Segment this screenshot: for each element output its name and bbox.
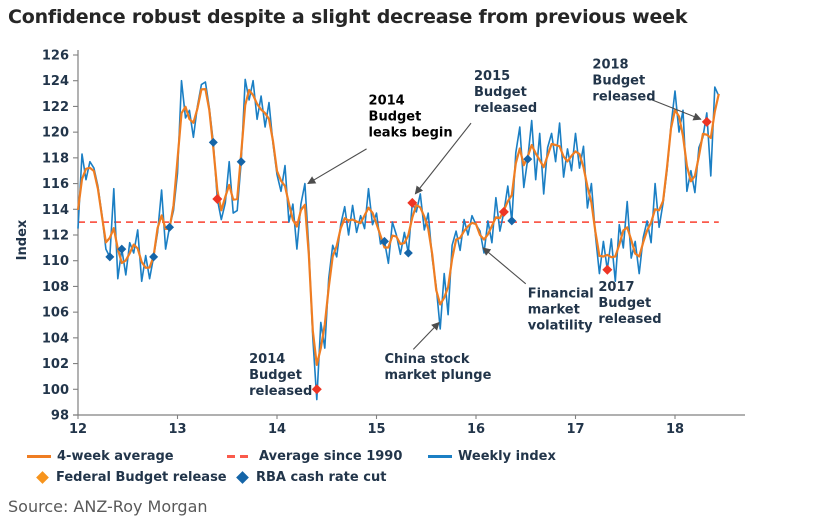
diamond-blue-swatch-icon [236,471,249,484]
x-tick-label: 16 [467,422,485,437]
annotation-text: Financial market volatility [528,286,594,333]
y-tick-label: 112 [42,229,69,244]
y-tick-label: 116 [42,177,69,192]
annotation-text: China stock market plunge [384,352,491,383]
line-orange-swatch-icon [27,455,51,458]
x-tick-label: 17 [566,422,584,437]
legend-item-weekly-index: Weekly index [428,449,556,464]
legend-label: Weekly index [458,449,556,464]
annotation-arrow [414,122,472,195]
legend-row-lines: 4-week average Average since 1990 Weekly i… [0,449,822,469]
annotation-text: 2015 Budget released [474,69,537,116]
legend-label: RBA cash rate cut [256,470,387,485]
source-text: Source: ANZ-Roy Morgan [8,497,208,516]
federal-budget-release-marker [602,264,613,275]
annotation-text: 2018 Budget released [592,58,655,105]
rba-cash-rate-cut-marker [105,252,115,262]
legend-item-average-since-1990: Average since 1990 [227,449,402,464]
y-tick-label: 102 [42,357,69,372]
legend-item-rba-cash-rate-cut: RBA cash rate cut [236,470,386,485]
four-week-average-line [76,88,720,366]
legend-row-markers: Federal Budget release RBA cash rate cut [0,470,822,490]
y-tick-label: 106 [42,306,69,321]
x-tick-label: 15 [367,422,385,437]
y-tick-label: 100 [42,383,69,398]
annotation-arrow [412,321,440,350]
rba-cash-rate-cut-marker [165,222,175,232]
y-tick-label: 124 [42,74,69,89]
y-tick-label: 110 [42,254,69,269]
rba-cash-rate-cut-marker [379,236,389,246]
rba-cash-rate-cut-marker [149,252,159,262]
federal-budget-release-marker [498,206,509,217]
y-tick-label: 98 [51,409,69,424]
federal-budget-release-marker [701,116,712,127]
dash-red-swatch-icon [227,455,253,458]
legend-label: Average since 1990 [259,449,403,464]
y-tick-label: 108 [42,280,69,295]
annotation-text: 2017 Budget released [598,280,661,327]
annotation-text: 2014 Budget released [249,352,312,399]
y-tick-label: 118 [42,151,69,166]
annotation-arrow [307,148,367,185]
rba-cash-rate-cut-marker [236,157,246,167]
diamond-orange-swatch-icon [36,471,49,484]
x-tick-label: 14 [268,422,286,437]
legend-label: Federal Budget release [56,470,227,485]
weekly-index-line [77,78,720,401]
rba-cash-rate-cut-marker [117,244,127,254]
y-tick-label: 104 [42,331,69,346]
x-tick-label: 12 [69,422,87,437]
annotation-arrow [482,247,527,285]
x-tick-label: 18 [666,422,684,437]
legend-item-4-week-average: 4-week average [27,449,174,464]
legend-item-federal-budget-release: Federal Budget release [36,470,227,485]
y-tick-label: 122 [42,100,69,115]
annotation-arrow [648,98,702,121]
federal-budget-release-marker [212,194,223,204]
annotation-text: 2014 Budget leaks begin [369,94,453,141]
y-tick-label: 114 [42,203,69,218]
y-tick-label: 120 [42,126,69,141]
rba-cash-rate-cut-marker [507,216,517,226]
rba-cash-rate-cut-marker [403,248,413,258]
rba-cash-rate-cut-marker [208,137,218,147]
federal-budget-release-marker [407,197,418,208]
y-axis-title: Index [15,219,30,260]
federal-budget-release-marker [311,384,322,395]
rba-cash-rate-cut-marker [523,154,533,164]
page-title: Confidence robust despite a slight decre… [8,6,688,28]
x-tick-label: 13 [168,422,186,437]
legend-label: 4-week average [57,449,174,464]
y-tick-label: 126 [42,49,69,64]
line-blue-swatch-icon [428,455,452,458]
